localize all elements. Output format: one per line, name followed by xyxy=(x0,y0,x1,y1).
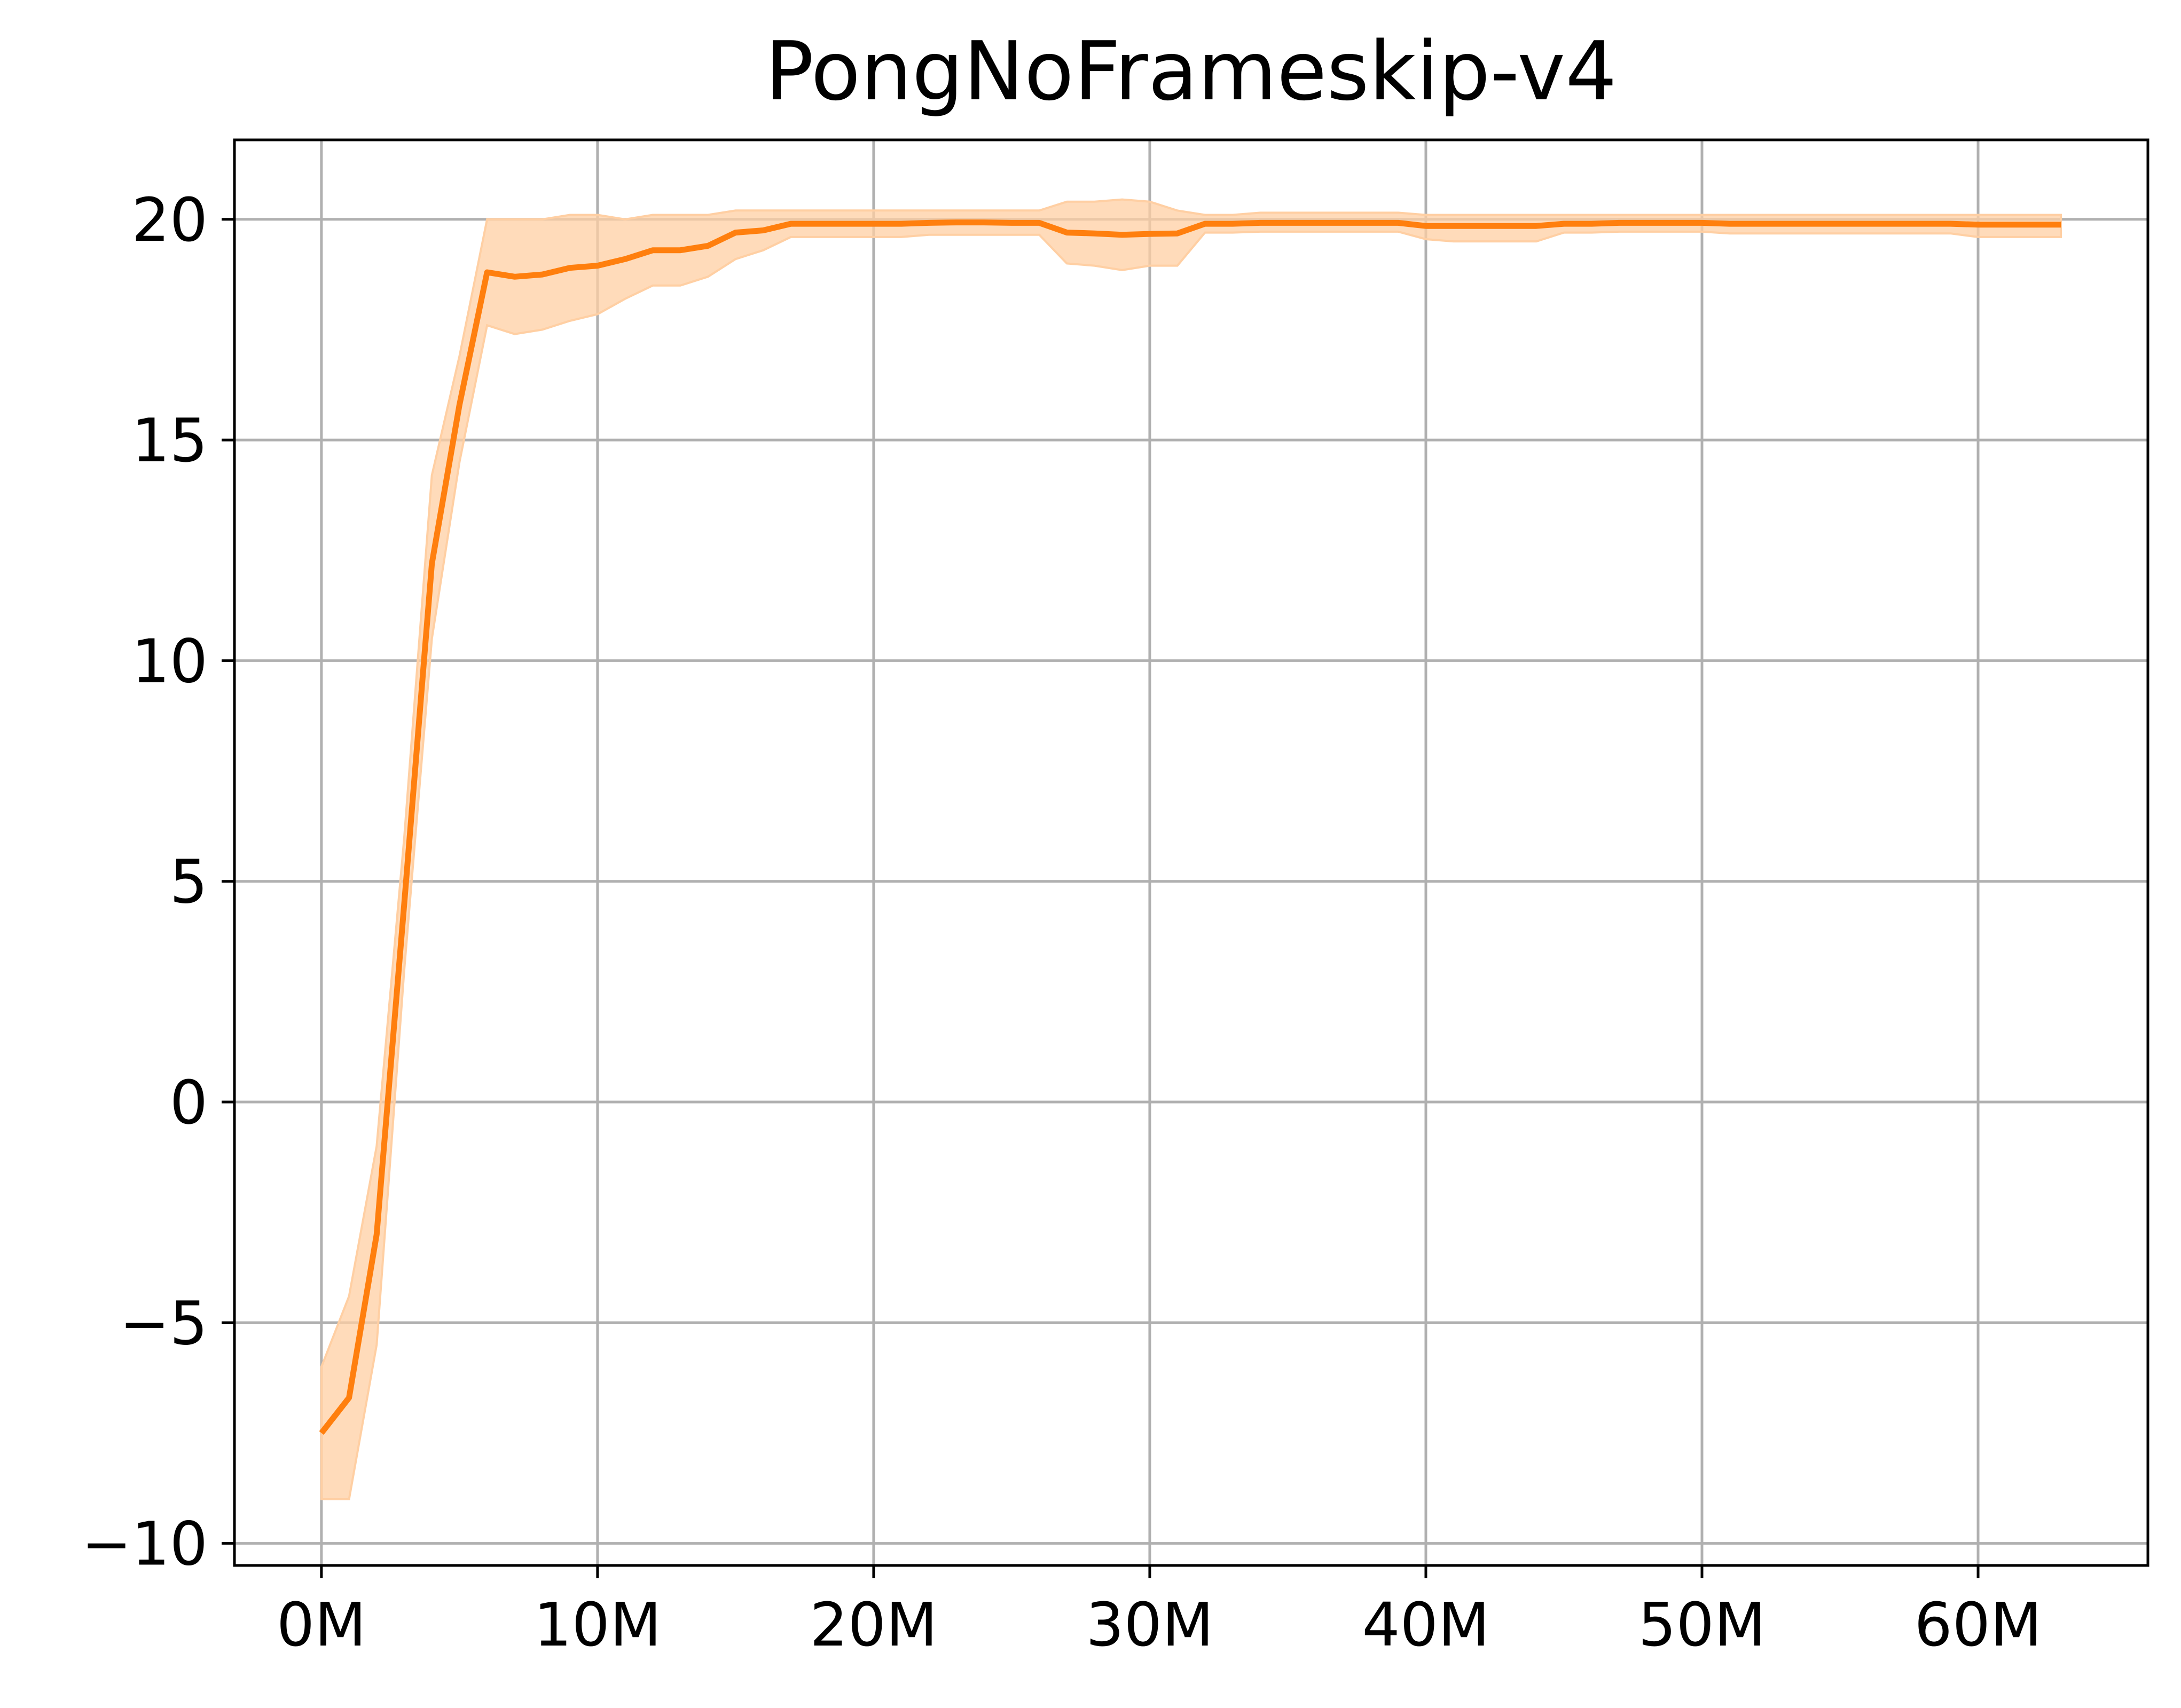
x-tick-label: 40M xyxy=(1362,1591,1489,1660)
x-tick-label: 0M xyxy=(277,1591,366,1660)
x-tick-label: 30M xyxy=(1086,1591,1213,1660)
x-tick-label: 10M xyxy=(534,1591,661,1660)
y-tick-label: −10 xyxy=(82,1510,208,1579)
y-tick-label: 20 xyxy=(131,186,208,255)
x-tick-label: 60M xyxy=(1914,1591,2042,1660)
y-axis: −10 −5 0 5 10 15 20 xyxy=(82,186,234,1579)
series-band xyxy=(320,198,2062,1500)
x-tick-label: 50M xyxy=(1638,1591,1766,1660)
y-tick-label: 0 xyxy=(170,1068,208,1138)
series-lines xyxy=(319,219,2061,1435)
y-tick-label: −5 xyxy=(120,1289,208,1358)
y-tick-label: 5 xyxy=(170,848,208,917)
confidence-bands xyxy=(320,198,2062,1500)
y-tick-label: 10 xyxy=(131,627,208,696)
x-tick-label: 20M xyxy=(810,1591,937,1660)
plot-area-frame xyxy=(233,138,2149,1567)
x-grid xyxy=(320,140,1980,1565)
chart-title: PongNoFrameskip-v4 xyxy=(765,24,1617,119)
x-axis: 0M 10M 20M 30M 40M 50M 60M xyxy=(277,1565,2042,1660)
y-tick-label: 15 xyxy=(131,406,208,476)
series-line xyxy=(319,219,2061,1435)
